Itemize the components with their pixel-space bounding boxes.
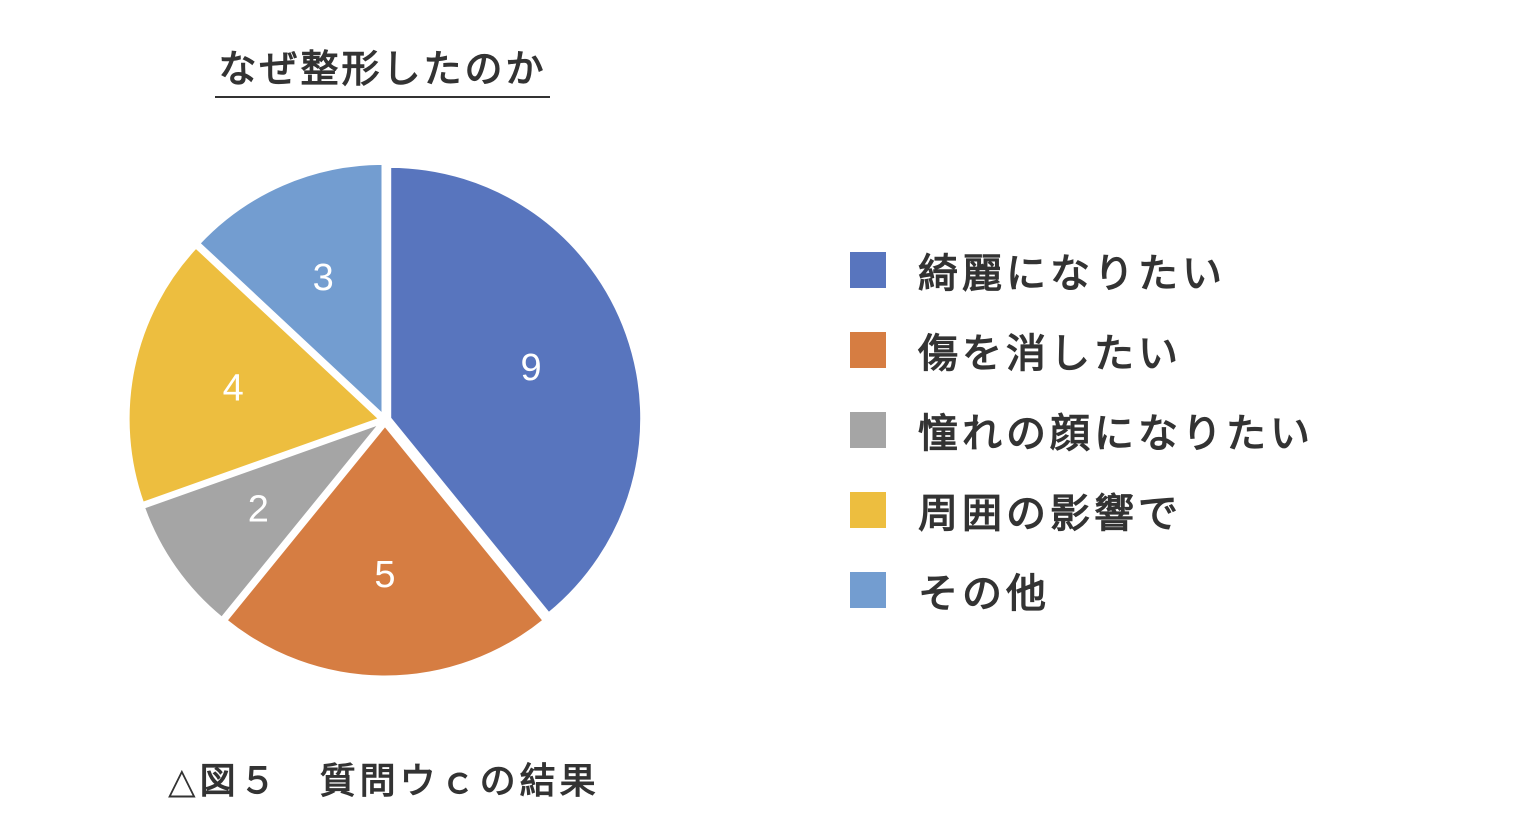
chart-title: なぜ整形したのか (215, 44, 550, 98)
data-label: 4 (223, 367, 244, 409)
legend-item-shui: 周囲の影響で (850, 470, 1314, 550)
legend-item-sonota: その他 (850, 550, 1314, 630)
data-label: 5 (374, 554, 395, 596)
legend-label: 傷を消したい (918, 331, 1182, 377)
legend-label: 綺麗になりたい (918, 251, 1226, 297)
legend-item-kirei: 綺麗になりたい (850, 230, 1314, 310)
data-label: 2 (248, 488, 269, 530)
slice-kirei (388, 164, 644, 616)
legend-swatch (850, 252, 886, 288)
slice-akogare (141, 419, 386, 621)
figure-caption: △図５ 質問ウｃの結果 (168, 761, 600, 802)
legend-swatch (850, 332, 886, 368)
data-label: 9 (520, 347, 541, 389)
legend-swatch (850, 412, 886, 448)
legend-label: 憧れの顔になりたい (918, 411, 1314, 457)
slice-kizu (223, 422, 547, 679)
legend-label: その他 (918, 571, 1050, 617)
data-label: 3 (313, 257, 334, 299)
legend-label: 周囲の影響で (918, 491, 1182, 537)
slice-sonota (196, 161, 385, 419)
legend-item-akogare: 憧れの顔になりたい (850, 390, 1314, 470)
slice-shui (126, 244, 383, 506)
legend-swatch (850, 492, 886, 528)
legend: 綺麗になりたい 傷を消したい 憧れの顔になりたい 周囲の影響で その他 (850, 230, 1314, 630)
legend-item-kizu: 傷を消したい (850, 310, 1314, 390)
legend-swatch (850, 572, 886, 608)
pie-chart: 9 5 2 4 3 (126, 161, 644, 679)
